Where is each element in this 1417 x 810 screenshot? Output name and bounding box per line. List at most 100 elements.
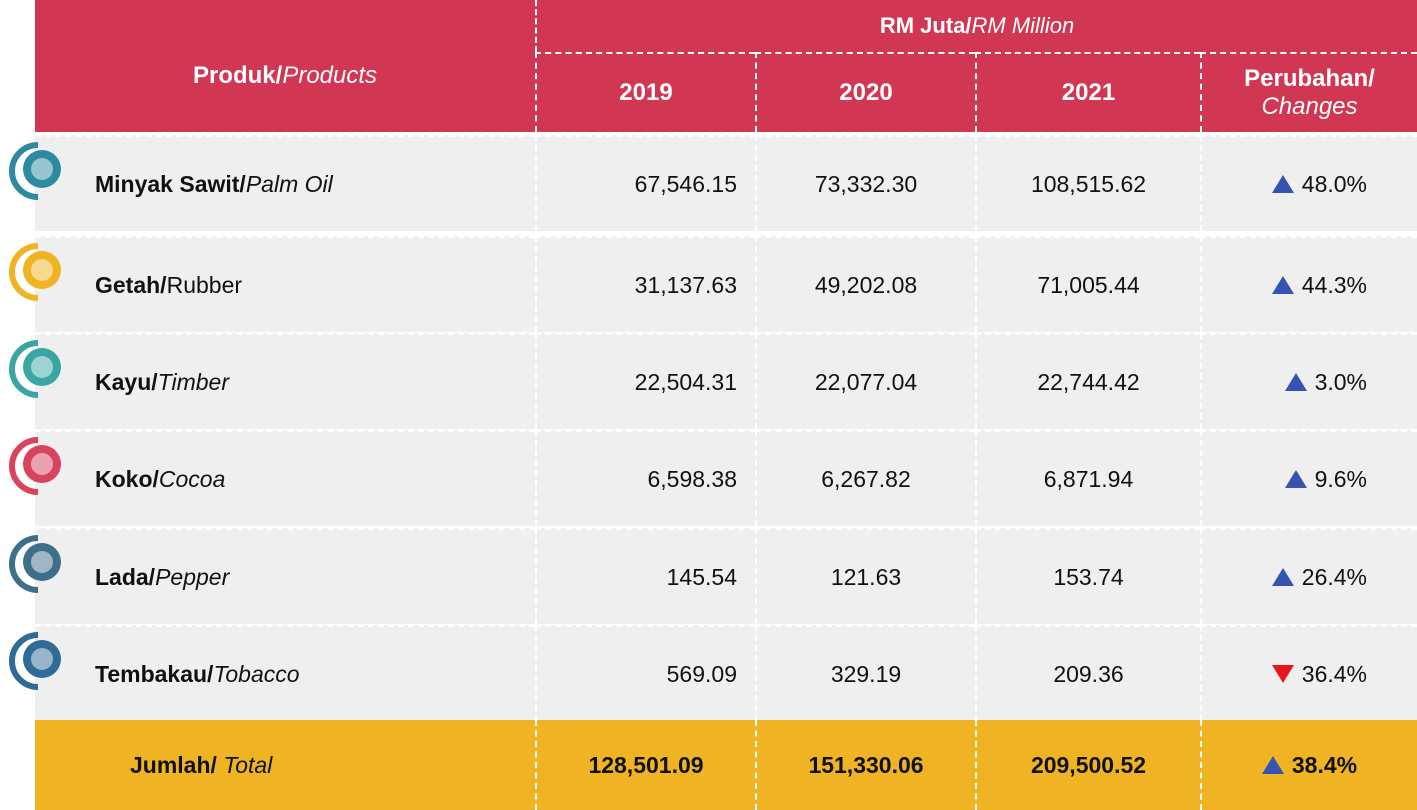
change-arrow [1284,373,1307,391]
product-name-en: Tobacco [213,660,300,687]
total-value-cell: 209,500.52 [975,720,1200,810]
product-name-ms: Koko/ [95,465,159,492]
value: 6,871.94 [1043,465,1134,492]
value-cell: 22,744.42 [975,333,1200,429]
value-cell: 569.09 [535,625,755,721]
change-cell: 48.0% [1200,135,1417,231]
header-change-ms: Perubahan/ [1244,65,1375,92]
value: 67,546.15 [634,170,737,197]
product-name-ms: Kayu/ [95,368,158,395]
value: 329.19 [830,660,902,687]
year: 2021 [1061,79,1116,106]
value-cell: 49,202.08 [755,236,975,332]
total-cell: Jumlah/ Total [35,720,535,810]
product-cell: Getah/Rubber [35,236,535,332]
product-cell: Kayu/Timber [35,333,535,429]
header-year: 2021 [975,52,1200,132]
value: 71,005.44 [1037,271,1140,298]
product-icon [9,243,61,301]
total-value: 151,330.06 [808,751,924,778]
value-cell: 108,515.62 [975,135,1200,231]
change-arrow [1271,276,1294,294]
value: 73,332.30 [814,170,918,197]
product-name-en: Rubber [166,271,243,298]
product-name-ms: Lada/ [95,563,156,590]
change-cell: 3.0% [1200,333,1417,429]
value: 153.74 [1053,563,1124,590]
value-cell: 6,267.82 [755,430,975,526]
product-name-ms: Minyak Sawit/ [95,170,246,197]
product-icon [9,632,61,690]
header-unit-en: RM Million [971,13,1075,38]
product-icon [9,437,61,495]
change-arrow [1261,756,1284,774]
header-product: Produk/Products [35,0,535,132]
value-cell: 145.54 [535,528,755,624]
value-cell: 22,504.31 [535,333,755,429]
value: 121.63 [830,563,902,590]
value-cell: 73,332.30 [755,135,975,231]
product-icon [9,535,61,593]
value: 31,137.63 [634,271,737,298]
product-cell: Lada/Pepper [35,528,535,624]
total-change: 38.4% [1291,751,1358,778]
value-cell: 121.63 [755,528,975,624]
value-cell: 67,546.15 [535,135,755,231]
value-cell: 153.74 [975,528,1200,624]
change-cell: 36.4% [1200,625,1417,721]
value: 22,744.42 [1037,368,1140,395]
header-product-en: Products [282,62,378,89]
product-cell: Minyak Sawit/Palm Oil [35,135,535,231]
product-cell: Tembakau/Tobacco [35,625,535,721]
total-value-cell: 151,330.06 [755,720,975,810]
product-name-en: Palm Oil [245,170,333,197]
product-icon [9,340,61,398]
value: 569.09 [666,660,737,687]
value-cell: 6,871.94 [975,430,1200,526]
change: 36.4% [1301,660,1367,687]
value: 49,202.08 [814,271,918,298]
product-icon [9,142,61,200]
header-unit: RM Juta/RM Million [535,0,1417,52]
header-year: 2020 [755,52,975,132]
value-cell: 209.36 [975,625,1200,721]
product-name-en: Timber [157,368,229,395]
value: 6,598.38 [647,465,737,492]
total-change-cell: 38.4% [1200,720,1417,810]
change-arrow [1271,665,1294,683]
product-name-ms: Tembakau/ [95,660,214,687]
value: 6,267.82 [821,465,911,492]
value-cell: 71,005.44 [975,236,1200,332]
value: 145.54 [666,563,737,590]
change-arrow [1271,568,1294,586]
year: 2020 [839,79,893,106]
change: 48.0% [1301,170,1367,197]
value: 22,077.04 [814,368,918,395]
header-change: Perubahan/Changes [1200,52,1417,132]
change-cell: 44.3% [1200,236,1417,332]
value: 108,515.62 [1030,170,1147,197]
total-value-cell: 128,501.09 [535,720,755,810]
value-cell: 6,598.38 [535,430,755,526]
product-name-ms: Getah/ [95,271,167,298]
change: 3.0% [1314,368,1367,395]
change: 44.3% [1301,271,1367,298]
value-cell: 22,077.04 [755,333,975,429]
product-name-en: Cocoa [158,465,226,492]
change-arrow [1271,175,1294,193]
header-product-ms: Produk/ [192,62,283,89]
total-value: 209,500.52 [1030,751,1147,778]
header-change-en: Changes [1261,93,1358,120]
header-year: 2019 [535,52,755,132]
value: 209.36 [1053,660,1124,687]
change-cell: 9.6% [1200,430,1417,526]
value-cell: 31,137.63 [535,236,755,332]
change: 9.6% [1314,465,1367,492]
product-name-en: Pepper [155,563,230,590]
year: 2019 [619,79,673,106]
value: 22,504.31 [634,368,737,395]
product-cell: Koko/Cocoa [35,430,535,526]
change: 26.4% [1301,563,1367,590]
change-cell: 26.4% [1200,528,1417,624]
